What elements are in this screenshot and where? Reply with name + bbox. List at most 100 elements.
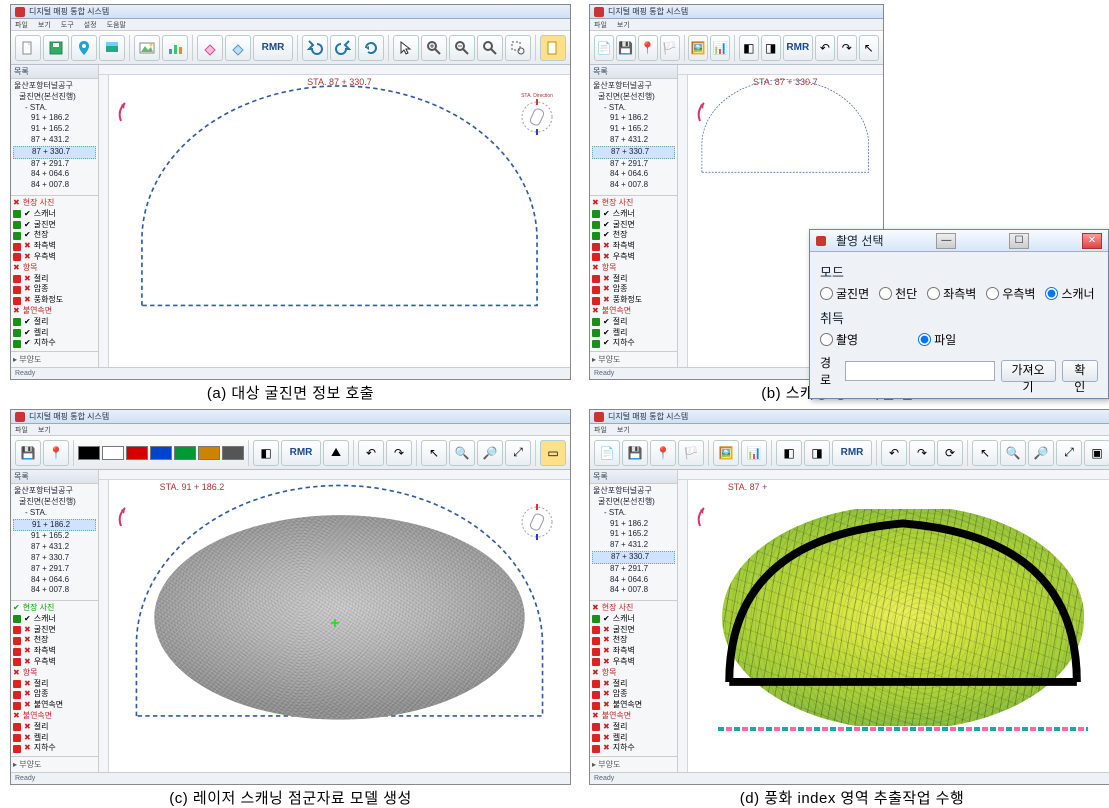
flag-button[interactable]: 🏳️: [660, 35, 680, 61]
image-button[interactable]: [134, 35, 160, 61]
save-button[interactable]: [43, 35, 69, 61]
acq-radio[interactable]: 파일: [918, 331, 956, 348]
undo-button[interactable]: [302, 35, 328, 61]
color-swatch[interactable]: [198, 446, 220, 460]
color-swatch[interactable]: [102, 446, 124, 460]
zoom-fit-button[interactable]: ⤢: [1056, 440, 1082, 466]
eraser-button[interactable]: ◧: [739, 35, 759, 61]
redo-button[interactable]: ↷: [837, 35, 857, 61]
tree-item[interactable]: 84 + 007.8: [13, 180, 96, 191]
ok-button[interactable]: 확인: [1062, 360, 1099, 382]
zoom-in-button[interactable]: 🔍: [1000, 440, 1026, 466]
tree-item-selected[interactable]: 87 + 330.7: [13, 146, 96, 159]
locate-button[interactable]: 📍: [650, 440, 676, 466]
zoom-fit-button[interactable]: [477, 35, 503, 61]
undo-button[interactable]: ↶: [881, 440, 907, 466]
new-button[interactable]: 📄: [594, 440, 620, 466]
zoom-region-button[interactable]: ▣: [1084, 440, 1109, 466]
close-button[interactable]: ✕: [1082, 233, 1102, 249]
zoom-in-button[interactable]: [421, 35, 447, 61]
bottom-panel: ▸ 부양도: [11, 351, 98, 367]
color-swatch[interactable]: [78, 446, 100, 460]
cursor-button[interactable]: ↖: [421, 440, 447, 466]
mode-radio[interactable]: 좌측벽: [927, 285, 976, 302]
browse-button[interactable]: 가져오기: [1001, 360, 1056, 382]
zoom-out-button[interactable]: [449, 35, 475, 61]
tree-item[interactable]: 87 + 431.2: [13, 135, 96, 146]
save-button[interactable]: 💾: [622, 440, 648, 466]
image-button[interactable]: 🖼️: [688, 35, 708, 61]
rmr-button[interactable]: RMR: [783, 35, 813, 61]
tree-item[interactable]: 84 + 064.6: [13, 169, 96, 180]
canvas[interactable]: STA. 87 + 330.7 STA. Direction: [99, 65, 570, 367]
menu-item[interactable]: 도움말: [107, 20, 126, 30]
zoom-out-button[interactable]: 🔎: [1028, 440, 1054, 466]
tree-item[interactable]: 91 + 165.2: [13, 124, 96, 135]
locate-button[interactable]: 📍: [638, 35, 658, 61]
locate-button[interactable]: [71, 35, 97, 61]
menu-item[interactable]: 도구: [61, 20, 74, 30]
color-swatch[interactable]: [126, 446, 148, 460]
zoom-out-button[interactable]: 🔎: [477, 440, 503, 466]
minimize-button[interactable]: —: [936, 233, 956, 249]
zoom-fit-button[interactable]: ⤢: [505, 440, 531, 466]
cursor-button[interactable]: ↖: [972, 440, 998, 466]
rmr-button[interactable]: RMR: [832, 440, 872, 466]
menu-item[interactable]: 파일: [15, 20, 28, 30]
chart-button[interactable]: 📊: [741, 440, 767, 466]
redo-button[interactable]: [330, 35, 356, 61]
chart-button[interactable]: [162, 35, 188, 61]
tree-root[interactable]: 울산포항터널공구: [13, 81, 96, 92]
highlight-button[interactable]: ▭: [540, 440, 566, 466]
rmr-button[interactable]: RMR: [281, 440, 321, 466]
rmr-button[interactable]: RMR: [253, 35, 293, 61]
chart-button[interactable]: 📊: [710, 35, 730, 61]
redo-button[interactable]: ↷: [909, 440, 935, 466]
highlight-button[interactable]: [540, 35, 566, 61]
dialog-titlebar[interactable]: 촬영 선택 — ☐ ✕: [810, 230, 1108, 252]
mode-radio[interactable]: 우측벽: [986, 285, 1035, 302]
new-button[interactable]: 📄: [594, 35, 614, 61]
eraser-button[interactable]: ◧: [776, 440, 802, 466]
tree-item[interactable]: 91 + 186.2: [13, 113, 96, 124]
new-button[interactable]: [15, 35, 41, 61]
cursor-button[interactable]: [393, 35, 419, 61]
eraser-button[interactable]: [197, 35, 223, 61]
clear-button[interactable]: ◨: [761, 35, 781, 61]
flag-button[interactable]: 🏳️: [678, 440, 704, 466]
flag-button[interactable]: [99, 35, 125, 61]
tree-sub[interactable]: 굴진면(본선진행): [13, 92, 96, 103]
mode-radio[interactable]: 스캐너: [1045, 285, 1094, 302]
mode-radio[interactable]: 천단: [879, 285, 917, 302]
canvas[interactable]: STA. 87 +: [678, 470, 1109, 772]
color-swatch[interactable]: [174, 446, 196, 460]
save-button[interactable]: 💾: [616, 35, 636, 61]
zoom-in-button[interactable]: 🔍: [449, 440, 475, 466]
locate-button[interactable]: 📍: [43, 440, 69, 466]
clear-button[interactable]: [225, 35, 251, 61]
color-swatch[interactable]: [222, 446, 244, 460]
path-input[interactable]: [845, 361, 995, 381]
tree-item[interactable]: 87 + 291.7: [13, 159, 96, 170]
refresh-button[interactable]: ⟳: [937, 440, 963, 466]
redo-button[interactable]: ↷: [386, 440, 412, 466]
eraser-button[interactable]: ◧: [253, 440, 279, 466]
maximize-button[interactable]: ☐: [1009, 233, 1029, 249]
acq-radio[interactable]: 촬영: [820, 331, 858, 348]
canvas[interactable]: STA. 91 + 186.2 +: [99, 470, 570, 772]
image-button[interactable]: 🖼️: [713, 440, 739, 466]
clear-button[interactable]: ◨: [804, 440, 830, 466]
save-button[interactable]: 💾: [15, 440, 41, 466]
menubar[interactable]: 파일 보기 도구 설정 도움말: [11, 19, 570, 31]
cursor-button[interactable]: ↖: [859, 35, 879, 61]
color-swatch[interactable]: [150, 446, 172, 460]
histogram-button[interactable]: ⛰: [323, 440, 349, 466]
menu-item[interactable]: 보기: [38, 20, 51, 30]
zoom-region-button[interactable]: [505, 35, 531, 61]
undo-button[interactable]: ↶: [815, 35, 835, 61]
refresh-button[interactable]: [358, 35, 384, 61]
sta-tree[interactable]: 울산포항터널공구 굴진면(본선진행) - STA. 91 + 186.2 91 …: [11, 79, 98, 195]
undo-button[interactable]: ↶: [358, 440, 384, 466]
menu-item[interactable]: 설정: [84, 20, 97, 30]
mode-radio[interactable]: 굴진면: [820, 285, 869, 302]
